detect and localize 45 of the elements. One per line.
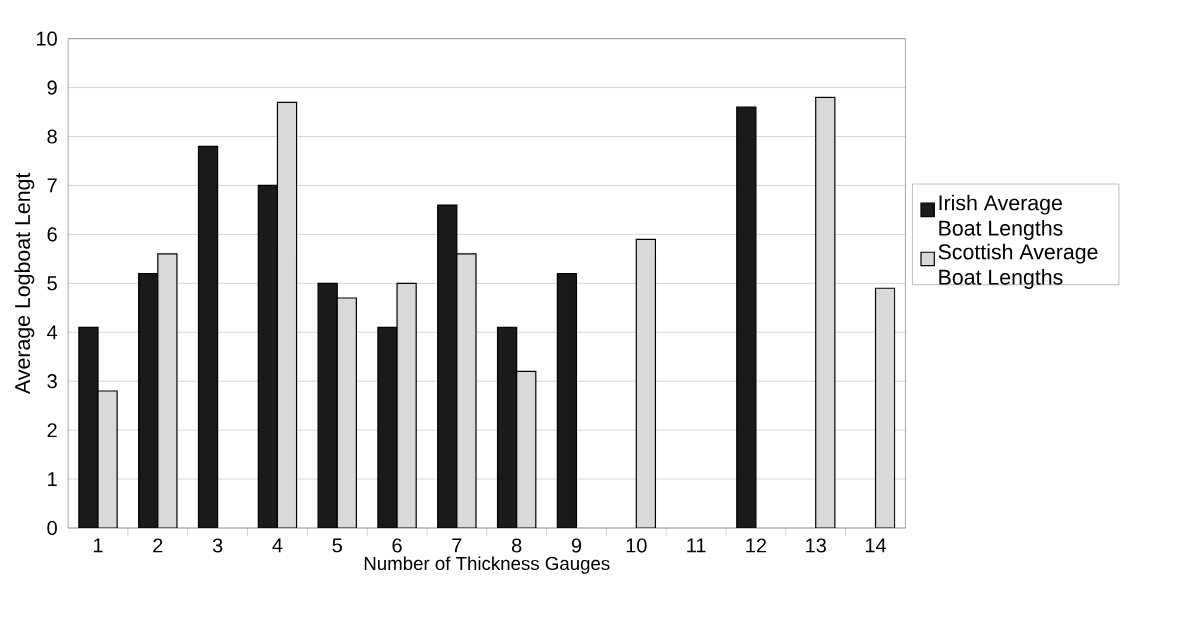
legend-label: Scottish Average Boat Lengths [938,243,1098,289]
y-tick-label: 9 [47,80,57,95]
y-tick-label: 10 [36,31,57,46]
y-tick-label: 2 [47,423,57,438]
y-axis-title: Average Logboat Lengt [14,172,35,394]
x-tick-label: 11 [687,538,706,553]
x-tick-label: 7 [452,538,462,553]
bar [138,272,159,528]
bar [556,272,578,528]
bar [874,287,896,528]
bar [317,282,338,528]
y-tick-label: 7 [47,178,57,193]
x-tick-label: 1 [93,538,103,553]
x-tick-label: 14 [865,538,887,553]
bar [257,184,279,528]
bar [815,96,836,528]
x-tick-label: 2 [153,538,163,553]
x-tick-label: 6 [392,538,402,553]
x-axis-title: Number of Thickness Gauges [364,556,610,574]
x-tick-label: 4 [272,538,283,553]
bar [197,145,219,528]
x-tick-label: 8 [511,538,522,553]
bar [157,253,178,528]
bar [336,297,357,528]
x-tick-label: 10 [626,538,647,553]
bar [276,101,298,528]
x-tick-label: 3 [212,538,223,553]
legend-label: Irish Average Boat Lengths [939,194,1063,240]
y-tick-label: 8 [47,129,57,144]
y-tick-label: 6 [47,227,57,242]
bar [396,282,417,528]
y-tick-label: 1 [48,472,57,486]
x-tick-label: 13 [806,538,826,553]
x-tick-label: 9 [571,538,582,553]
x-tick-label: 12 [746,538,767,553]
y-tick-label: 3 [47,374,57,389]
x-tick-label: 5 [332,538,342,553]
bar [437,204,458,528]
bar [496,326,518,528]
bar [516,370,537,528]
y-tick-label: 5 [47,276,57,291]
bar [736,106,757,528]
y-tick-label: 4 [47,325,58,340]
y-tick-label: 0 [47,520,57,536]
bar [635,238,657,528]
